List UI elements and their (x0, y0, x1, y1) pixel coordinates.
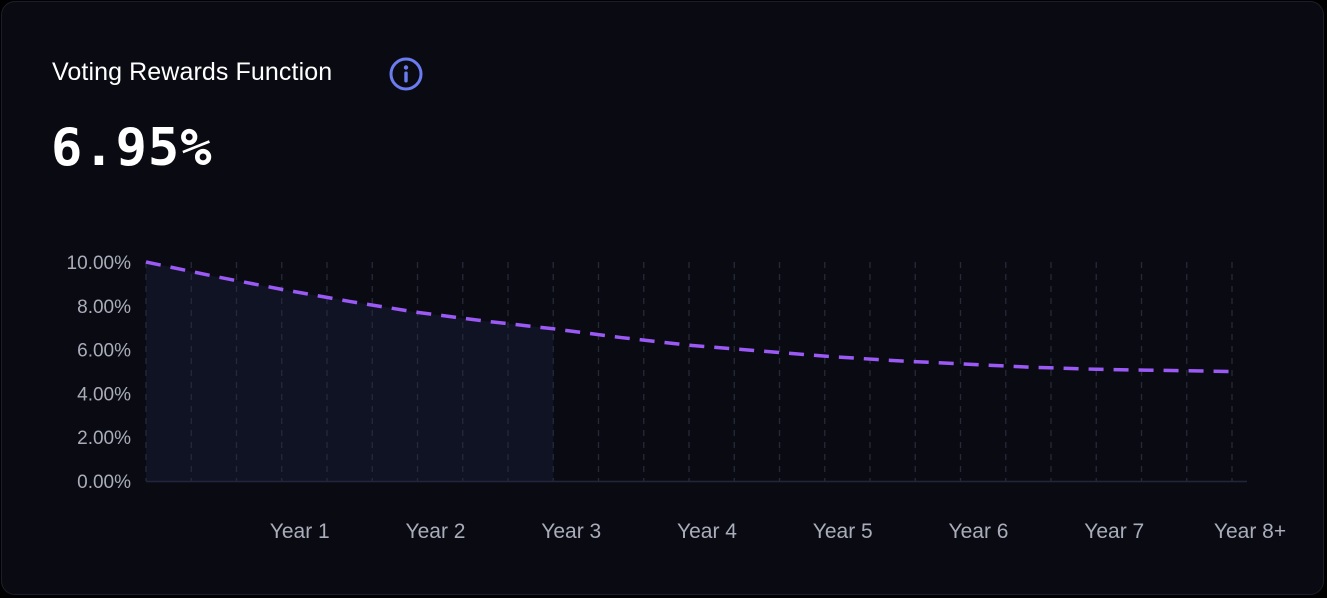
x-tick-label: Year 1 (270, 520, 330, 543)
y-tick-label: 2.00% (77, 428, 131, 449)
x-tick-label: Year 6 (949, 520, 1009, 543)
info-icon[interactable] (389, 57, 423, 91)
series-line (145, 260, 1233, 374)
y-tick-label: 4.00% (77, 384, 131, 405)
x-tick-label: Year 7 (1084, 520, 1144, 543)
x-tick-label: Year 5 (813, 520, 873, 543)
card-title: Voting Rewards Function (52, 58, 333, 86)
x-tick-label: Year 4 (677, 520, 737, 543)
x-tick-label: Year 2 (406, 520, 466, 543)
y-tick-label: 8.00% (77, 297, 131, 318)
x-tick-label: Year 8+ (1214, 520, 1286, 543)
y-tick-label: 0.00% (77, 472, 131, 493)
y-tick-label: 10.00% (67, 253, 132, 274)
x-tick-label: Year 3 (541, 520, 601, 543)
current-rate-value: 6.95% (51, 118, 213, 178)
shaded-area (146, 262, 554, 481)
y-tick-label: 6.00% (77, 341, 131, 362)
